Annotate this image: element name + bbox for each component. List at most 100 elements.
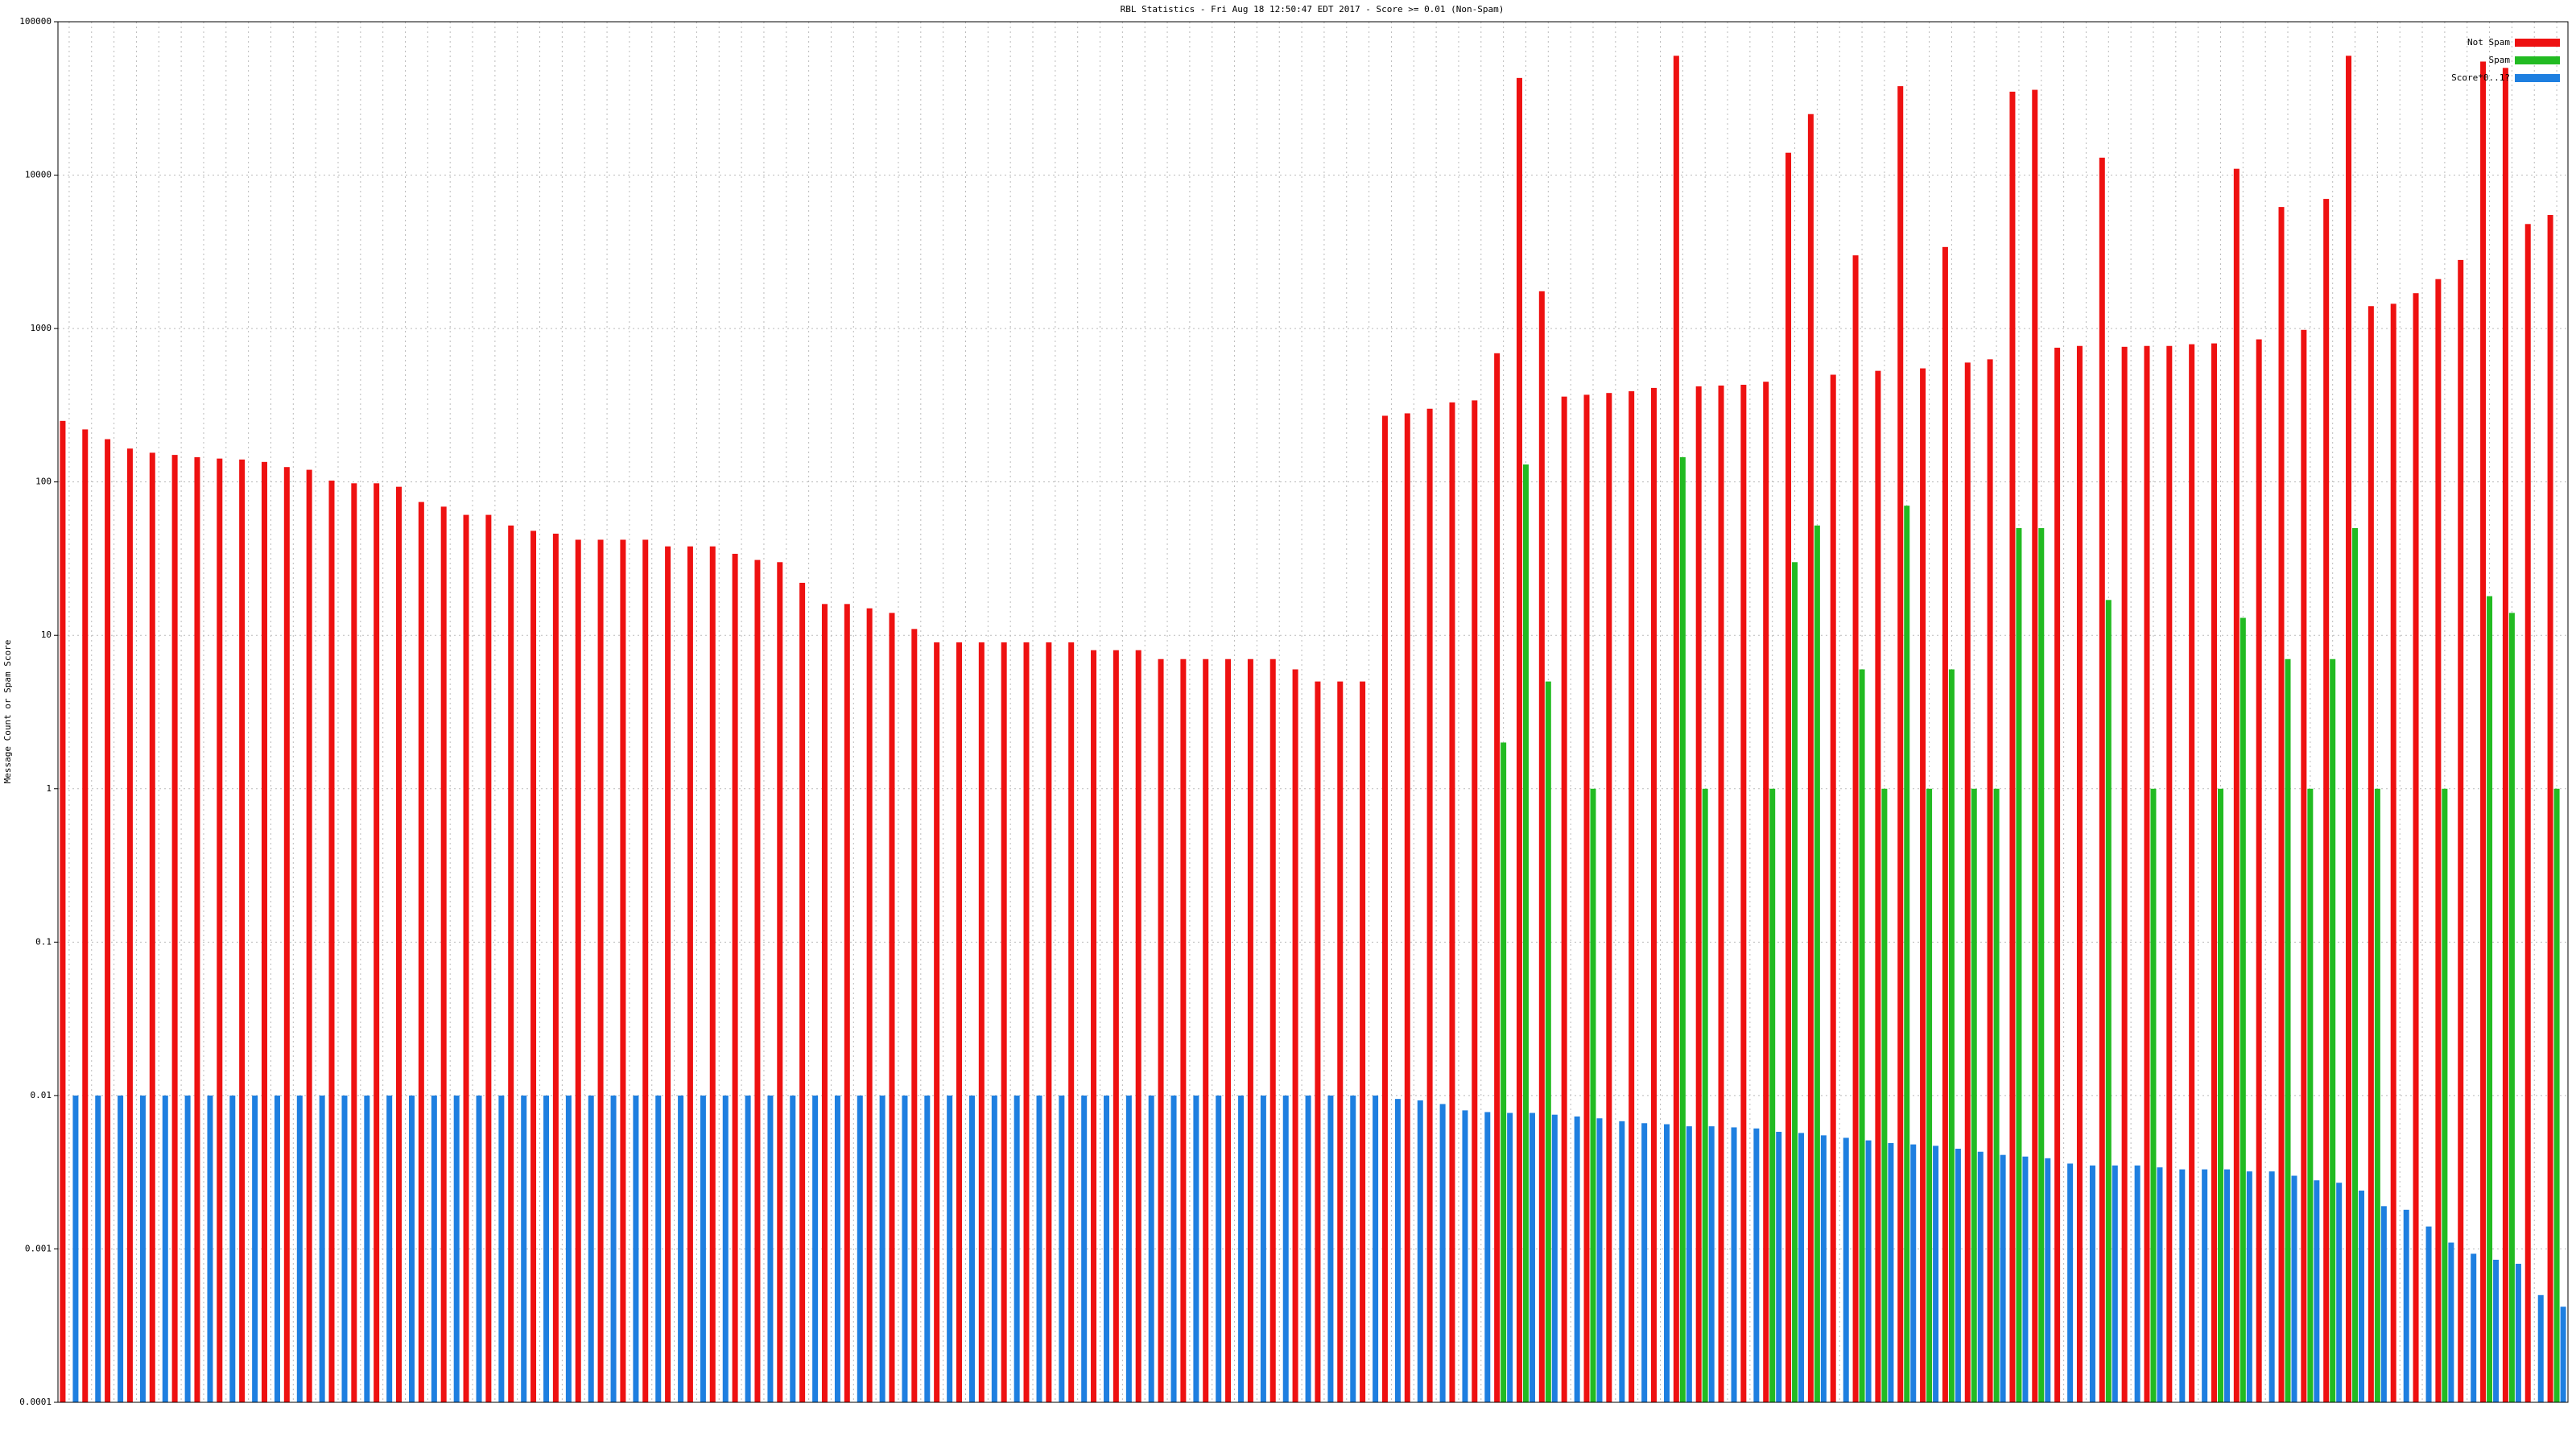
bar (1993, 788, 2000, 1402)
bar (1590, 788, 1596, 1402)
bar (95, 1095, 101, 1402)
bar (588, 1095, 594, 1402)
bar (105, 439, 111, 1403)
y-tick-label: 1000 (31, 323, 52, 333)
bar (1059, 1095, 1065, 1402)
bar (60, 420, 66, 1403)
bar (790, 1095, 796, 1402)
bar (2403, 1209, 2409, 1402)
bar (844, 604, 850, 1402)
bar (1792, 562, 1798, 1402)
bar (498, 1095, 505, 1402)
bar (2508, 613, 2515, 1402)
bar (431, 1095, 437, 1402)
bar (991, 1095, 997, 1402)
bar (2179, 1169, 2186, 1402)
bar (924, 1095, 931, 1402)
bar (767, 1095, 774, 1402)
y-tick-label: 0.0001 (19, 1397, 52, 1407)
bar (2009, 91, 2016, 1402)
bar (866, 608, 873, 1402)
bar (1529, 1113, 1535, 1402)
bar (1942, 246, 1948, 1402)
bar (1545, 681, 1551, 1402)
bar (341, 1095, 348, 1402)
bar (1673, 56, 1679, 1402)
bar (1888, 1142, 1894, 1402)
bar (2076, 345, 2083, 1402)
bar (902, 1095, 908, 1402)
bar (2336, 1183, 2343, 1402)
bar (2493, 1259, 2500, 1402)
bar (1449, 402, 1455, 1402)
bar (396, 486, 402, 1403)
bar (2346, 56, 2352, 1402)
bar (1216, 1095, 1222, 1402)
bar (1785, 152, 1792, 1402)
bar (1820, 1135, 1827, 1402)
bar (1104, 1095, 1110, 1402)
bar (1897, 86, 1904, 1402)
bar (476, 1095, 482, 1402)
bar (1036, 1095, 1042, 1402)
bar (1417, 1100, 1423, 1402)
bar (1439, 1104, 1446, 1402)
bar (1516, 77, 1522, 1403)
bar (1641, 1123, 1648, 1402)
bar (1948, 669, 1955, 1402)
bar (2256, 339, 2262, 1402)
bar (722, 1095, 729, 1402)
legend-label: Score*0..1? (2451, 72, 2510, 83)
bar (1753, 1128, 1760, 1402)
bar (2553, 788, 2560, 1402)
bar (1830, 374, 1836, 1402)
bar (1708, 1126, 1715, 1402)
bar (521, 1095, 527, 1402)
bar (1814, 525, 1820, 1402)
bar (2291, 1175, 2297, 1402)
bar (229, 1095, 236, 1402)
bar (1574, 1116, 1580, 1402)
bar (1381, 415, 1388, 1402)
bar (139, 1095, 146, 1402)
bar (126, 448, 133, 1402)
bar (1920, 368, 1926, 1403)
bar (1807, 114, 1814, 1403)
bar (2301, 329, 2307, 1403)
bar (1606, 393, 1612, 1402)
bar (1551, 1114, 1558, 1402)
bar (2307, 788, 2314, 1402)
bar (1081, 1095, 1088, 1402)
bar (2202, 1169, 2208, 1402)
bar (2268, 1171, 2275, 1402)
bar (508, 525, 514, 1402)
bar (2442, 788, 2448, 1402)
bar (2211, 343, 2217, 1402)
bar (2038, 528, 2045, 1403)
bar (1619, 1121, 1625, 1402)
bar (2368, 306, 2374, 1402)
bar (1651, 387, 1657, 1402)
bar (700, 1095, 706, 1402)
bar (597, 539, 604, 1402)
bar (575, 539, 581, 1402)
bar (239, 459, 246, 1402)
bar (1740, 384, 1747, 1403)
bar (351, 483, 357, 1402)
bar (1629, 391, 1635, 1402)
bar (1933, 1146, 1939, 1402)
bar (1484, 1112, 1491, 1402)
bar (1987, 359, 1993, 1402)
bar (620, 539, 626, 1402)
bar (1001, 642, 1007, 1402)
bar (1926, 788, 1933, 1402)
bar (2471, 1253, 2477, 1402)
bar (418, 502, 424, 1403)
y-tick-label: 0.001 (25, 1243, 52, 1253)
bar (978, 642, 985, 1402)
bar (1013, 1095, 1020, 1402)
bar (1269, 658, 1276, 1402)
bar (1859, 669, 1865, 1402)
bar (2537, 1294, 2544, 1402)
